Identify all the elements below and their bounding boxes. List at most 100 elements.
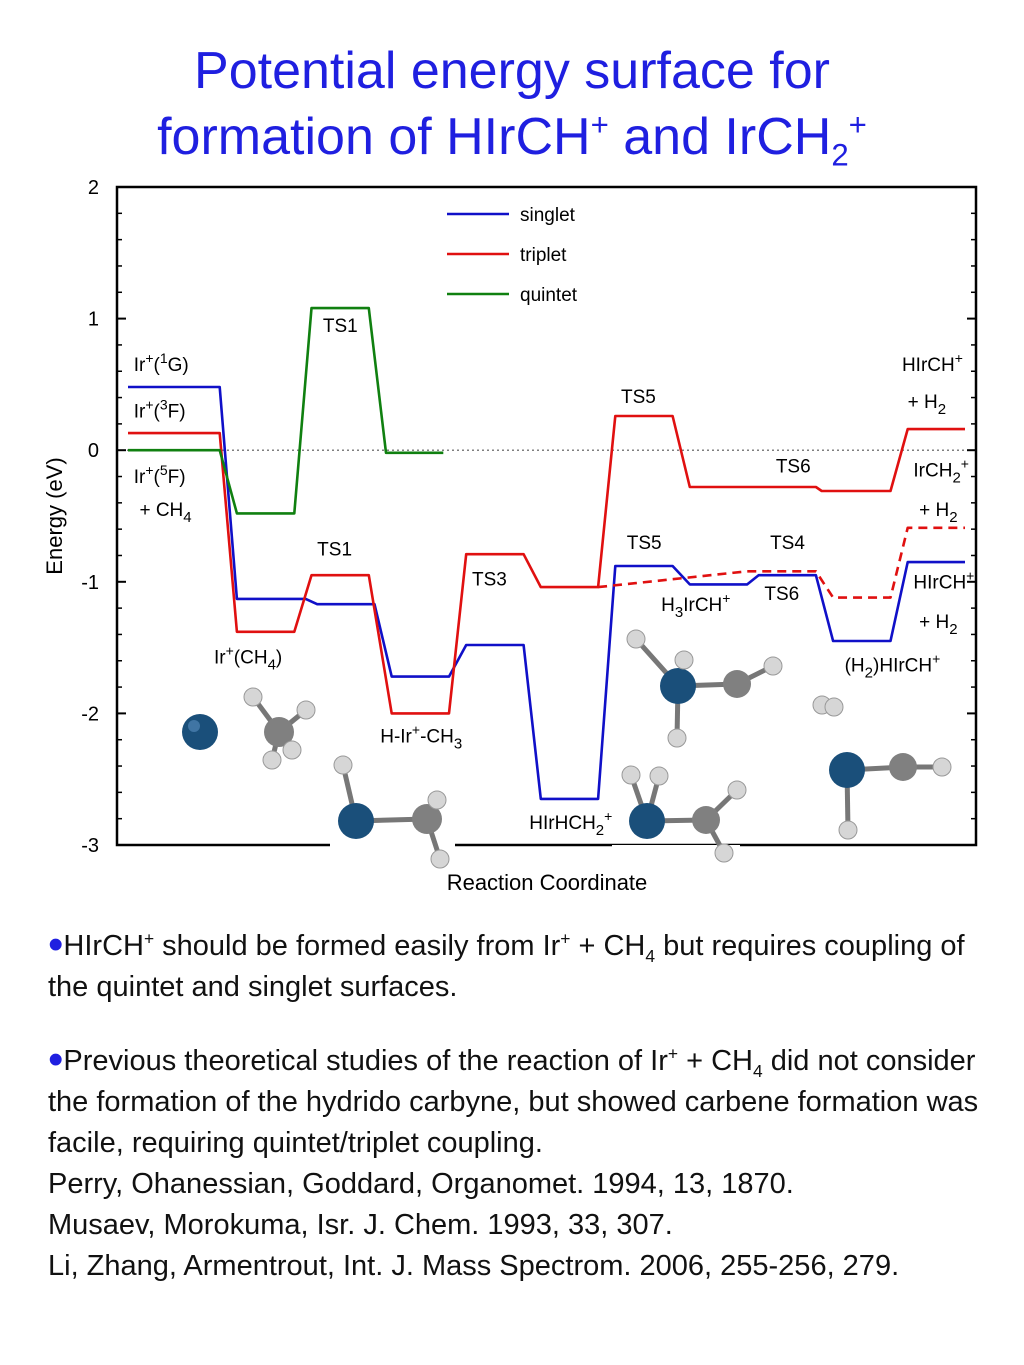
methane-molecule-icon (243, 687, 316, 770)
y-tick-label: -3 (81, 835, 99, 857)
label-part: 4 (268, 656, 276, 673)
dihydrogen-molecule-icon (812, 695, 844, 717)
label-hirch_top: HIrCH+ (902, 350, 963, 376)
label-ir_5f: Ir+(5F) (134, 462, 186, 488)
label-part: (H (845, 655, 865, 676)
label-part: H (661, 595, 675, 616)
label-part: IrCH (913, 461, 952, 482)
bullet-1-part: + (560, 928, 571, 949)
label-part: 2 (938, 401, 946, 418)
label-part: + (145, 462, 153, 478)
label-part: ( (154, 355, 161, 376)
series-line-singlet (128, 385, 965, 801)
plot-frame (115, 185, 978, 847)
hirhch2-molecule-icon (612, 765, 747, 897)
title-sup-1: + (590, 107, 609, 143)
y-axis-label: Energy (eV) (42, 457, 67, 574)
bullet-1: •HIrCH+ should be formed easily from Ir+… (48, 923, 988, 1008)
label-ts5_t: TS5 (621, 387, 656, 408)
label-h_ir_ch3: H-Ir+-CH3 (380, 721, 462, 752)
reference-3: Li, Zhang, Armentrout, Int. J. Mass Spec… (48, 1250, 900, 1282)
title-sub: 2 (831, 137, 849, 173)
label-plus_ch4: + CH4 (139, 500, 191, 526)
series-line-quintet (128, 306, 444, 515)
label-part: + (145, 350, 153, 366)
label-part: Ir (214, 647, 226, 668)
bullet-1-part: + CH (570, 930, 646, 962)
energy-series (128, 306, 965, 801)
series-line-triplet (128, 414, 965, 715)
bullet-1-part: + (143, 928, 155, 949)
label-part: 2 (949, 509, 957, 526)
label-part: + (604, 808, 612, 824)
molecule-graphics (182, 629, 952, 897)
label-part: 3 (160, 396, 168, 412)
title-line-1: Potential energy surface for (194, 42, 830, 100)
title-part-hirch: formation of HIrCH (157, 108, 591, 166)
label-part: + H (908, 392, 938, 413)
title-part-and-irch: and IrCH (608, 108, 832, 166)
y-tick-label: 0 (88, 440, 99, 462)
label-part: TS5 (627, 533, 662, 554)
label-part: TS1 (323, 316, 358, 337)
title-line-2: formation of HIrCH+ and IrCH2+ (0, 104, 1024, 170)
label-part: + (955, 350, 963, 366)
h-ir-ch3-molecule-icon (330, 755, 455, 895)
label-part: F) (168, 401, 186, 422)
label-part: 2 (952, 470, 960, 487)
bullet-dot-icon: • (48, 1035, 64, 1084)
series-line-triplet-dashed (597, 526, 965, 599)
state-labels: Ir+(1G)Ir+(3F)Ir+(5F)+ CH4TS1TS1Ir+(CH4)… (134, 316, 975, 839)
bullet-2-part: + (667, 1043, 679, 1064)
ir-atom-icon (182, 714, 218, 750)
label-h3irch: H3IrCH+ (661, 590, 730, 621)
label-part: + (412, 721, 420, 737)
reference-1: Perry, Ohanessian, Goddard, Organomet. 1… (48, 1168, 794, 1200)
label-plus_h2_bot: + H2 (919, 612, 957, 638)
label-part: TS6 (764, 584, 799, 605)
label-part: 4 (183, 509, 191, 526)
title-sup-2: + (848, 107, 867, 143)
label-part: + (966, 567, 974, 583)
reference-2: Musaev, Morokuma, Isr. J. Chem. 1993, 33… (48, 1209, 673, 1241)
label-ts5_s: TS5 (627, 533, 662, 554)
label-part: TS6 (776, 457, 811, 478)
bullet-2-part: Previous theoretical studies of the reac… (63, 1045, 668, 1077)
label-part: 5 (160, 462, 168, 478)
label-ir_1g: Ir+(1G) (134, 350, 189, 376)
label-ts6_s: TS6 (764, 584, 799, 605)
bullet-1-part: 4 (645, 945, 656, 966)
label-part: TS3 (472, 570, 507, 591)
label-part: IrCH (683, 595, 722, 616)
label-part: ( (154, 401, 161, 422)
y-tick-label: -1 (81, 572, 99, 594)
x-axis-label: Reaction Coordinate (447, 870, 648, 895)
legend-label-quintet: quintet (520, 285, 578, 306)
label-hirch_bot: HIrCH+ (913, 567, 974, 593)
label-plus_h2_top: + H2 (908, 392, 946, 418)
label-part: + (722, 590, 730, 606)
label-part: 3 (675, 604, 683, 621)
label-part: 2 (865, 664, 873, 681)
h3irch-molecule-icon (626, 629, 783, 748)
label-part: Ir (134, 401, 146, 422)
label-part: TS5 (621, 387, 656, 408)
bullet-2-part: did not consider the formation of the hy… (48, 1045, 979, 1159)
label-plus_h2_mid: + H2 (919, 500, 957, 526)
label-ts4: TS4 (770, 533, 805, 554)
plot-border (115, 185, 978, 847)
energy-chart: 2 1 0 -1 -2 -3 (42, 177, 978, 897)
label-part: + H (919, 612, 949, 633)
y-axis-ticks: 2 1 0 -1 -2 -3 (81, 177, 976, 857)
label-part: ( (154, 467, 161, 488)
bullet-1-part: should be formed easily from Ir (154, 930, 561, 962)
label-part: + (145, 396, 153, 412)
label-h2hirch: (H2)HIrCH+ (845, 650, 941, 681)
label-part: Ir (134, 467, 146, 488)
label-part: TS4 (770, 533, 805, 554)
label-irch2: IrCH2+ (913, 456, 969, 487)
label-part: TS1 (317, 539, 352, 560)
label-part: + (932, 650, 940, 666)
bullet-2: •Previous theoretical studies of the rea… (48, 1038, 988, 1287)
label-ts3: TS3 (472, 570, 507, 591)
